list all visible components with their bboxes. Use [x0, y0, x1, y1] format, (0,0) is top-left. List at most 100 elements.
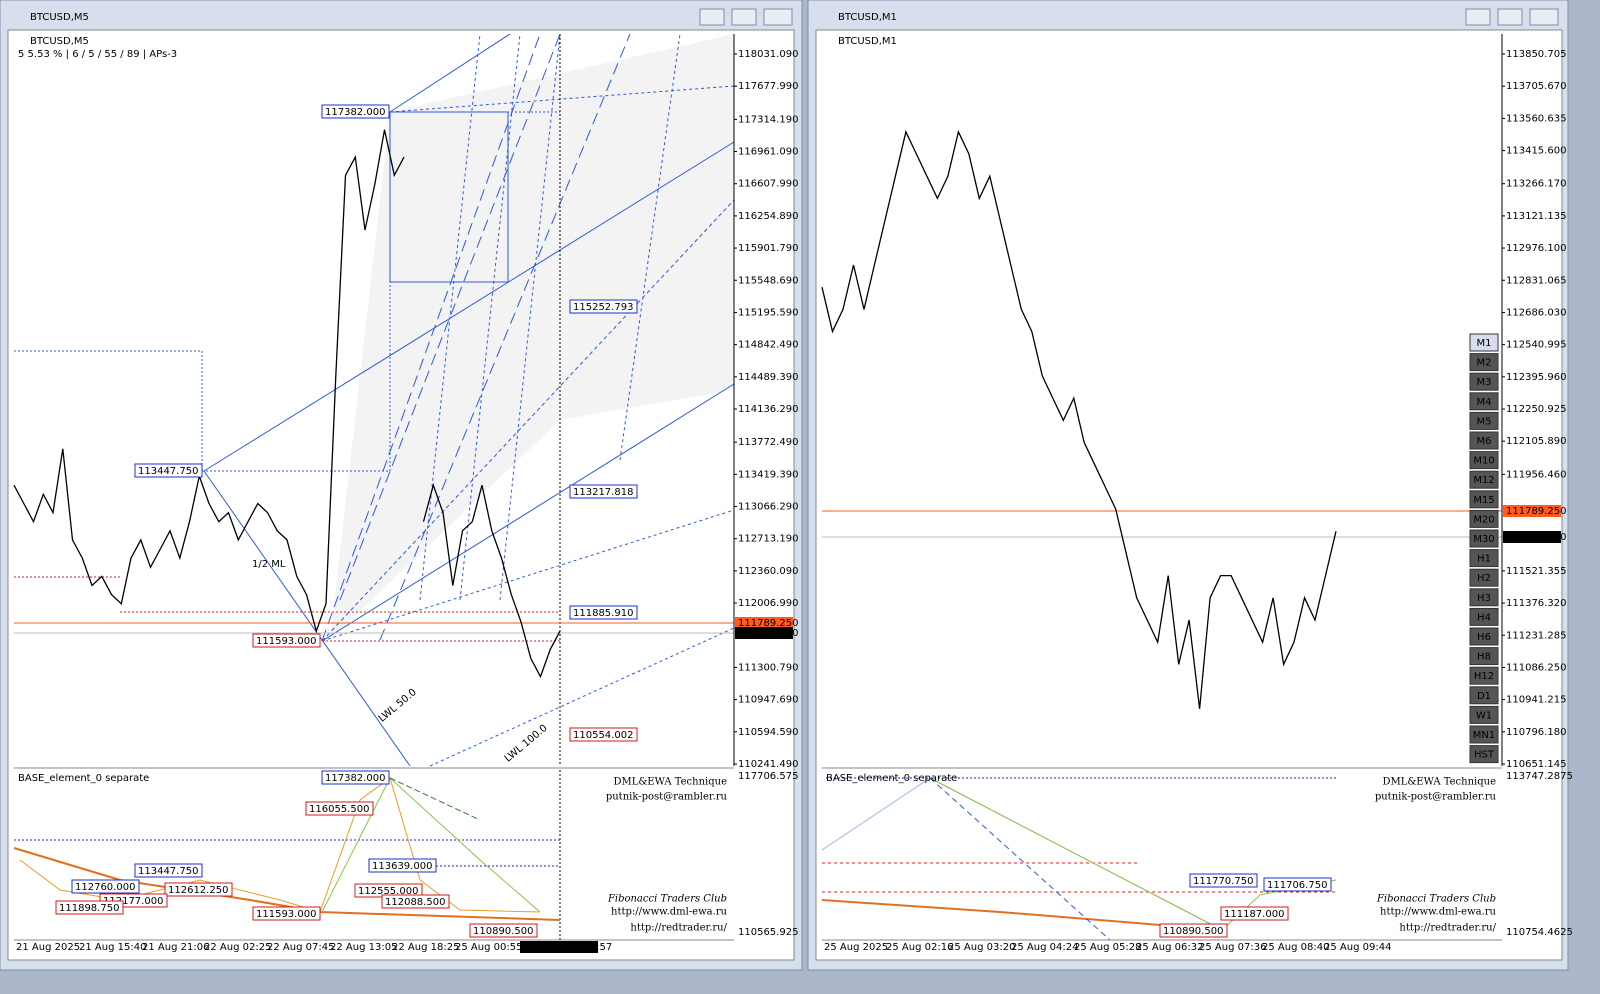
price-label: 111593.000	[256, 636, 316, 647]
timeframe-button[interactable]	[1469, 431, 1499, 450]
timeframe-button[interactable]	[1469, 470, 1499, 489]
price-tick-label: 112105.890	[1506, 436, 1566, 447]
price-tick-label: 116607.990	[738, 179, 798, 190]
watermark: http://www.dml-ewa.ru	[611, 907, 728, 918]
watermark: Fibonacci Traders Club	[1376, 894, 1496, 905]
maximize-button[interactable]	[731, 8, 757, 26]
timeframe-label: H3	[1477, 593, 1491, 604]
time-label: 25 Aug 06:32	[1136, 942, 1203, 953]
price-tick-label: 110796.180	[1506, 727, 1566, 738]
timeframe-button[interactable]	[1469, 509, 1499, 528]
level-price-box	[735, 617, 793, 629]
close-button[interactable]	[763, 8, 793, 26]
timeframe-button[interactable]	[1469, 627, 1499, 646]
timeframe-button[interactable]	[1469, 666, 1499, 685]
minimize-button[interactable]	[699, 8, 725, 26]
price-label: 110554.002	[573, 730, 633, 741]
timeframe-button[interactable]	[1469, 686, 1499, 705]
price-tick-label: 113705.670	[1506, 81, 1566, 92]
indicator-axis-label: 113747.2875	[1506, 771, 1573, 782]
price-label-box	[569, 484, 638, 499]
timeframe-label: H8	[1477, 652, 1491, 663]
timeframe-button[interactable]	[1469, 647, 1499, 666]
timeframe-label: M12	[1473, 475, 1494, 486]
price-label: 113217.818	[573, 487, 633, 498]
price-tick-label: 111086.250	[1506, 662, 1566, 673]
timeframe-button[interactable]	[1469, 745, 1499, 764]
price-tick-label: 113415.600	[1506, 146, 1566, 157]
time-label: 21 Aug 21:06	[142, 942, 209, 953]
time-label: 25 Aug 08:40	[1262, 942, 1329, 953]
time-label: 22 Aug 02:25	[204, 942, 271, 953]
price-label-box	[569, 299, 638, 314]
indicator-label: 113447.750	[138, 866, 198, 877]
price-label: 113447.750	[138, 466, 198, 477]
indicator-label-box	[368, 858, 437, 873]
window-title: BTCUSD,M1	[838, 12, 897, 23]
timeframe-button[interactable]	[1469, 353, 1499, 372]
indicator-title: BASE_element_0 separate	[826, 773, 957, 784]
timeframe-button[interactable]	[1469, 333, 1499, 352]
timeframe-label: M1	[1477, 338, 1492, 349]
timeframe-button[interactable]	[1469, 451, 1499, 470]
timeframe-button[interactable]	[1469, 725, 1499, 744]
timeframe-button[interactable]	[1469, 490, 1499, 509]
minimize-button[interactable]	[1465, 8, 1491, 26]
timeframe-button[interactable]	[1469, 705, 1499, 724]
timeframe-label: M15	[1473, 495, 1494, 506]
timeframe-button[interactable]	[1469, 588, 1499, 607]
price-tick-label: 111521.355	[1506, 566, 1566, 577]
price-tick-label: 117677.990	[738, 81, 798, 92]
symbol-label: BTCUSD,M5	[30, 36, 89, 47]
price-tick-label: 112250.925	[1506, 404, 1566, 415]
price-tick-label: 112831.065	[1506, 275, 1566, 286]
indicator-label: 111770.750	[1193, 876, 1253, 887]
indicator-label: 112760.000	[75, 882, 135, 893]
price-tick-label: 113560.635	[1506, 113, 1566, 124]
pitchfork	[14, 33, 735, 940]
current-price-label: 111674.250	[1506, 532, 1566, 543]
timeframe-label: M4	[1477, 397, 1492, 408]
time-label: 21 Aug 2025	[16, 942, 80, 953]
time-label: 22 Aug 13:05	[330, 942, 397, 953]
timeframe-button[interactable]	[1469, 568, 1499, 587]
timeframe-label: H4	[1477, 612, 1491, 623]
indicator-label-box	[1263, 877, 1332, 892]
price-tick-label: 114842.490	[738, 340, 798, 351]
timeframe-button[interactable]	[1469, 411, 1499, 430]
watermark: http://www.dml-ewa.ru	[1380, 907, 1497, 918]
time-label: 25 Aug 03:20	[948, 942, 1015, 953]
timeframe-label: M10	[1473, 456, 1494, 467]
timeframe-label: M3	[1477, 377, 1492, 388]
price-label: 115252.793	[573, 302, 633, 313]
watermark: DML&EWA Technique	[613, 777, 727, 788]
timeframe-button[interactable]	[1469, 392, 1499, 411]
price-tick-label: 116961.090	[738, 147, 798, 158]
timeframe-button[interactable]	[1469, 607, 1499, 626]
time-label: 25 Aug 04:24	[1011, 942, 1078, 953]
time-label: 25 Aug 07:36	[1199, 942, 1266, 953]
price-tick-label: 113066.290	[738, 502, 798, 513]
indicator-axis-label: 110565.925	[738, 927, 798, 938]
price-tick-label: 115548.690	[738, 275, 798, 286]
indicator-label: 111706.750	[1267, 880, 1327, 891]
price-tick-label: 113266.170	[1506, 179, 1566, 190]
indicator-label-box	[252, 906, 321, 921]
maximize-button[interactable]	[1497, 8, 1523, 26]
indicator-title: BASE_element_0 separate	[18, 773, 149, 784]
price-tick-label: 112395.960	[1506, 372, 1566, 383]
indicator-label: 110890.500	[473, 926, 533, 937]
time-label: 25 Aug 2025	[824, 942, 888, 953]
timeframe-button[interactable]	[1469, 529, 1499, 548]
timeframe-button[interactable]	[1469, 549, 1499, 568]
price-tick-label: 110947.690	[738, 695, 798, 706]
indicator-label: 111593.000	[256, 909, 316, 920]
timeframe-button[interactable]	[1469, 372, 1499, 391]
price-label-box	[134, 463, 203, 478]
price-tick-label: 113121.135	[1506, 211, 1566, 222]
close-button[interactable]	[1529, 8, 1559, 26]
price-tick-label: 116254.890	[738, 211, 798, 222]
price-label-box	[321, 104, 390, 119]
annotation: 1/2 ML	[252, 559, 286, 570]
price-tick-label: 112686.030	[1506, 307, 1566, 318]
